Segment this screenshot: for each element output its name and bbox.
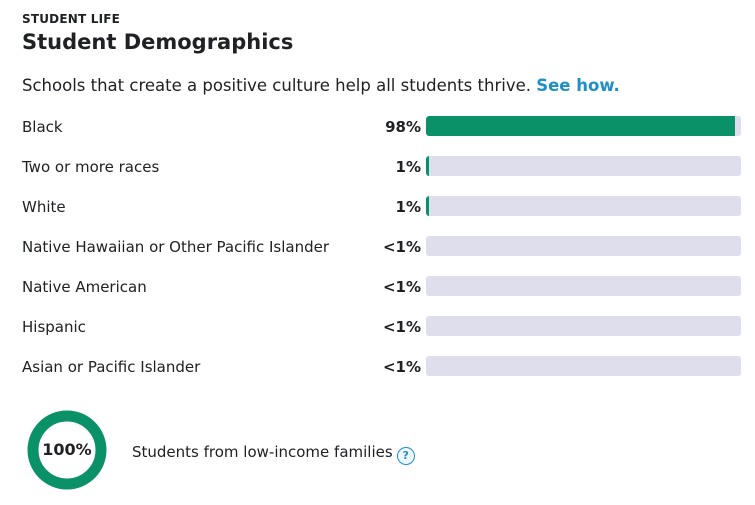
bar-category-label: Hispanic bbox=[22, 318, 86, 336]
bar-value-label: 1% bbox=[395, 198, 421, 216]
bar-category-label: Two or more races bbox=[22, 158, 160, 176]
bar-track bbox=[426, 156, 741, 176]
demographics-bar-chart: Black 98% Two or more races 1% White 1% Native… bbox=[0, 110, 755, 390]
bar-category-label: White bbox=[22, 198, 66, 216]
bar-track bbox=[426, 316, 741, 336]
low-income-value: 100% bbox=[42, 440, 92, 459]
low-income-label: Students from low-income families bbox=[132, 443, 393, 461]
bar-track bbox=[426, 116, 741, 136]
bar-track bbox=[426, 356, 741, 376]
bar-row: Two or more races 1% bbox=[0, 150, 755, 190]
bar-category-label: Native American bbox=[22, 278, 147, 296]
bar-fill bbox=[426, 156, 429, 176]
donut-arc bbox=[27, 410, 107, 490]
bar-track bbox=[426, 276, 741, 296]
bar-row: Native Hawaiian or Other Pacific Islande… bbox=[0, 230, 755, 270]
bar-value-label: 1% bbox=[395, 158, 421, 176]
low-income-label-wrap: Students from low-income families? bbox=[132, 443, 415, 465]
bar-track bbox=[426, 236, 741, 256]
see-how-link[interactable]: See how. bbox=[536, 76, 620, 95]
bar-track bbox=[426, 196, 741, 216]
bar-row: Asian or Pacific Islander <1% bbox=[0, 350, 755, 390]
bar-value-label: <1% bbox=[382, 318, 421, 336]
bar-row: Hispanic <1% bbox=[0, 310, 755, 350]
bar-row: Black 98% bbox=[0, 110, 755, 150]
bar-row: Native American <1% bbox=[0, 270, 755, 310]
section-eyebrow: STUDENT LIFE bbox=[22, 12, 121, 26]
intro-sentence: Schools that create a positive culture h… bbox=[22, 76, 537, 95]
question-icon[interactable]: ? bbox=[396, 447, 415, 465]
section-title: Student Demographics bbox=[22, 30, 294, 54]
intro-text: Schools that create a positive culture h… bbox=[22, 76, 620, 95]
low-income-donut bbox=[27, 410, 107, 490]
bar-category-label: Black bbox=[22, 118, 63, 136]
bar-category-label: Native Hawaiian or Other Pacific Islande… bbox=[22, 238, 330, 256]
bar-value-label: <1% bbox=[382, 238, 421, 256]
bar-fill bbox=[426, 116, 735, 136]
low-income-stat: 100% Students from low-income families? bbox=[27, 410, 727, 490]
bar-value-label: 98% bbox=[385, 118, 421, 136]
bar-fill bbox=[426, 196, 429, 216]
bar-category-label: Asian or Pacific Islander bbox=[22, 358, 201, 376]
bar-value-label: <1% bbox=[382, 278, 421, 296]
bar-row: White 1% bbox=[0, 190, 755, 230]
bar-value-label: <1% bbox=[382, 358, 421, 376]
